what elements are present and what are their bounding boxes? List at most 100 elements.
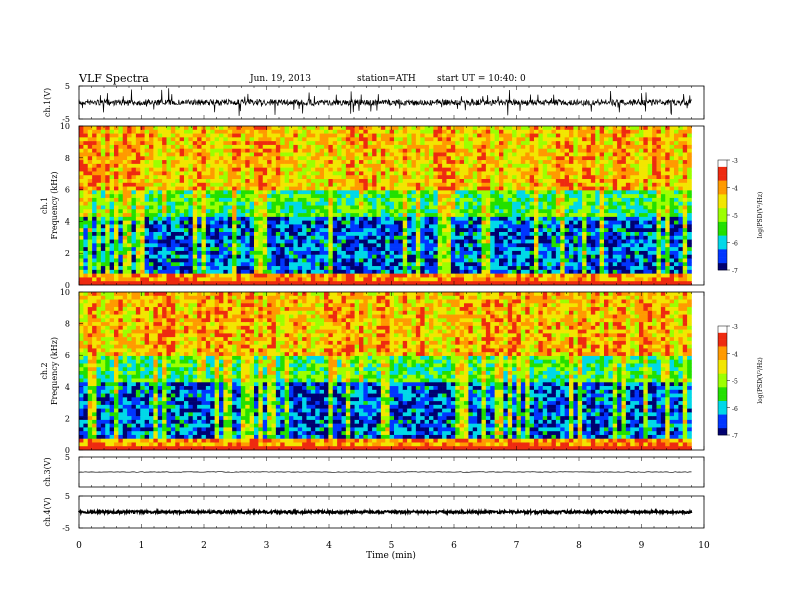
spectrogram-cell — [380, 156, 386, 161]
spectrogram-cell — [166, 277, 172, 282]
spectrogram-cell — [114, 250, 119, 256]
spectrogram-cell — [214, 228, 220, 233]
spectrogram-cell — [149, 205, 154, 210]
spectrogram-cell — [280, 266, 285, 271]
spectrogram-cell — [109, 160, 115, 165]
spectrogram-cell — [127, 266, 132, 271]
spectrogram-cell — [122, 243, 128, 248]
spectrogram-cell — [503, 213, 509, 218]
spectrogram-cell — [262, 160, 268, 165]
spectrogram-cell — [297, 266, 303, 271]
spectrogram-cell — [481, 247, 487, 252]
spectrogram-cell — [157, 160, 163, 165]
spectrogram-cell — [398, 167, 404, 172]
spectrogram-cell — [188, 152, 194, 157]
spectrogram-cell — [324, 179, 329, 184]
spectrogram-cell — [359, 190, 364, 195]
spectrogram-cell — [192, 281, 198, 286]
spectrogram-cell — [302, 126, 307, 131]
spectrogram-cell — [249, 228, 255, 233]
spectrogram-cell — [96, 197, 102, 203]
spectrogram-cell — [197, 281, 202, 286]
spectrogram-cell — [424, 179, 430, 184]
spectrogram-cell — [472, 190, 478, 195]
spectrogram-cell — [319, 281, 325, 286]
spectrogram-cell — [350, 205, 355, 210]
spectrogram-cell — [135, 179, 141, 184]
spectrogram-cell — [376, 262, 382, 267]
spectrogram-cell — [547, 239, 552, 244]
spectrogram-cell — [389, 186, 395, 191]
spectrogram-cell — [170, 179, 176, 184]
spectrogram-cell — [534, 269, 539, 274]
spectrogram-cell — [485, 262, 491, 267]
spectrogram-cell — [210, 190, 215, 195]
spectrogram-cell — [359, 179, 364, 184]
spectrogram-cell — [92, 160, 97, 165]
spectrogram-cell — [372, 213, 377, 218]
spectrogram-cell — [214, 197, 220, 203]
spectrogram-cell — [175, 182, 180, 187]
spectrogram-cell — [442, 216, 447, 221]
spectrogram-cell — [201, 152, 207, 157]
spectrogram-cell — [437, 281, 443, 286]
spectrogram-cell — [542, 190, 548, 195]
spectrogram-cell — [538, 133, 544, 138]
spectrogram-cell — [289, 182, 294, 187]
spectrogram-cell — [507, 137, 513, 142]
spectrogram-cell — [485, 182, 491, 187]
spectrogram-cell — [284, 167, 290, 172]
spectrogram-cell — [468, 262, 474, 267]
spectrogram-cell — [205, 163, 211, 168]
spectrogram-cell — [569, 281, 574, 286]
spectrogram-cell — [468, 277, 474, 282]
spectrogram-cell — [359, 254, 364, 259]
spectrogram-cell — [92, 156, 97, 161]
spectrogram-cell — [582, 209, 587, 214]
spectrogram-cell — [359, 126, 364, 131]
spectrogram-cell — [297, 273, 303, 278]
spectrogram-cell — [363, 258, 369, 263]
spectrogram-cell — [555, 175, 561, 180]
spectrogram-cell — [577, 129, 583, 134]
spectrogram-cell — [446, 148, 452, 153]
spectrogram-cell — [394, 235, 399, 240]
spectrogram-cell — [354, 182, 360, 187]
spectrogram-cell — [569, 205, 574, 210]
spectrogram-cell — [184, 247, 189, 252]
spectrogram-cell — [490, 186, 495, 191]
spectrogram-cell — [87, 273, 93, 278]
spectrogram-cell — [367, 126, 373, 131]
spectrogram-cell — [485, 144, 491, 150]
spectrogram-cell — [577, 137, 583, 142]
spectrogram-cell — [79, 167, 84, 172]
spectrogram-cell — [446, 277, 452, 282]
spectrogram-cell — [341, 209, 347, 214]
spectrogram-cell — [249, 152, 255, 157]
spectrogram-cell — [284, 156, 290, 161]
spectrogram-cell — [359, 216, 364, 221]
spectrogram-cell — [232, 190, 237, 195]
spectrogram-cell — [507, 194, 513, 199]
spectrogram-cell — [529, 235, 535, 240]
spectrogram-cell — [442, 213, 447, 218]
spectrogram-cell — [485, 160, 491, 165]
spectrogram-cell — [485, 277, 491, 282]
spectrogram-cell — [302, 197, 307, 203]
spectrogram-cell — [577, 156, 583, 161]
spectrogram-cell — [437, 171, 443, 176]
spectrogram-cell — [398, 228, 404, 233]
spectrogram-cell — [310, 216, 316, 221]
spectrogram-cell — [525, 197, 530, 203]
spectrogram-cell — [477, 160, 482, 165]
spectrogram-cell — [363, 269, 369, 274]
spectrogram-cell — [284, 232, 290, 237]
spectrogram-cell — [520, 163, 526, 168]
spectrogram-cell — [424, 156, 430, 161]
spectrogram-cell — [485, 216, 491, 221]
spectrogram-cell — [306, 262, 312, 267]
waveform-trace — [78, 88, 692, 116]
spectrogram-cell — [227, 175, 233, 180]
spectrogram-cell — [446, 254, 452, 259]
spectrogram-cell — [437, 148, 443, 153]
